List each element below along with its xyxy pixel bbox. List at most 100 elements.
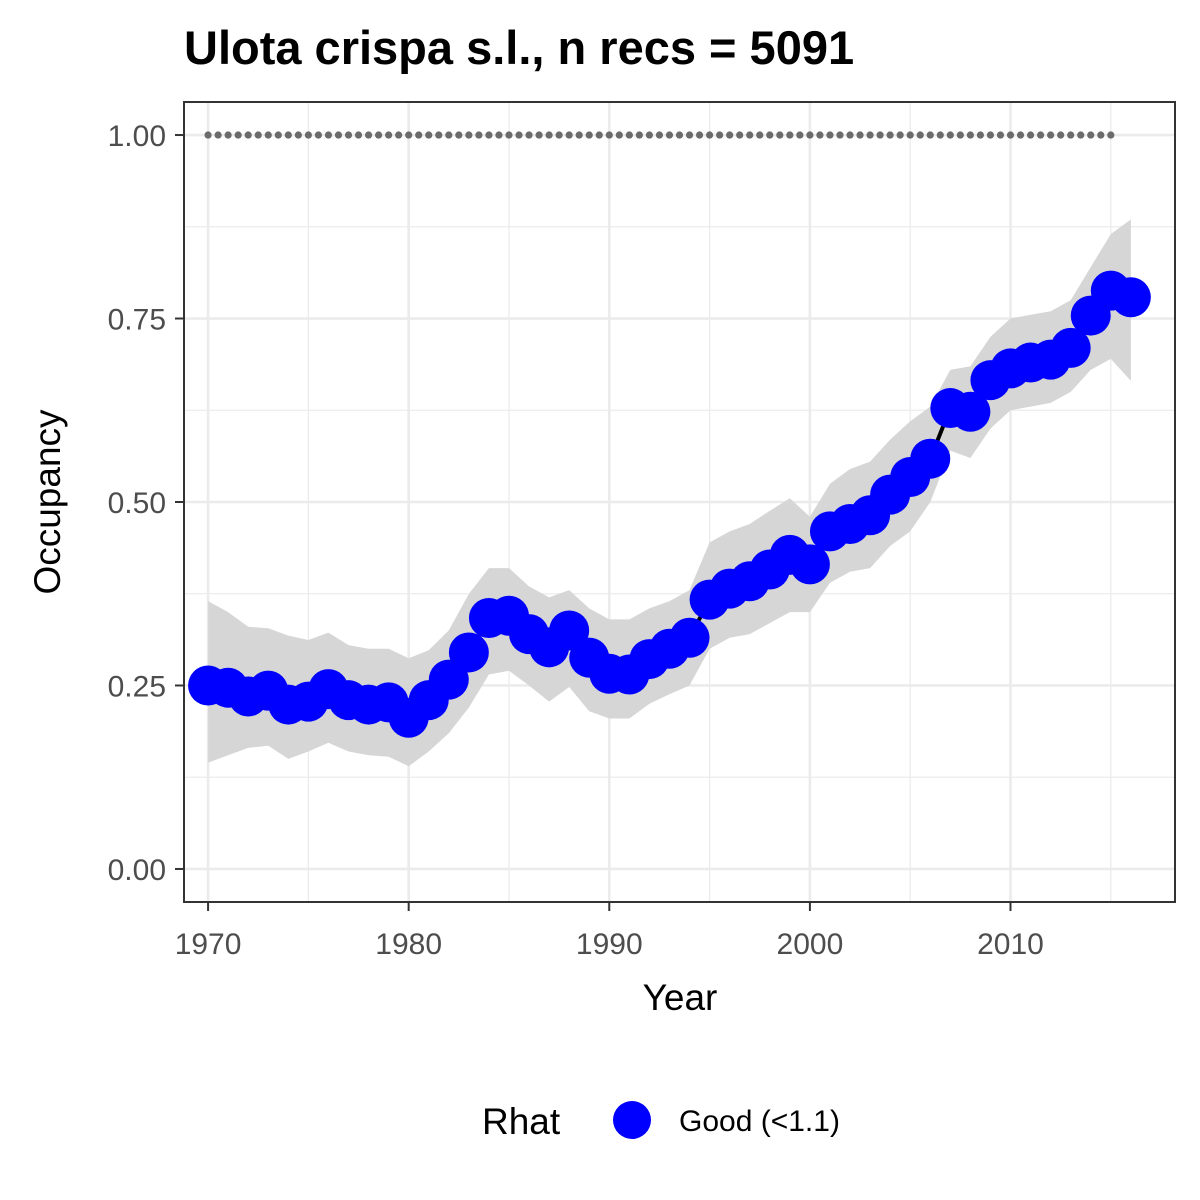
reference-dot <box>224 131 232 139</box>
reference-dot <box>324 131 333 139</box>
reference-dot <box>685 131 694 139</box>
data-point <box>448 632 489 673</box>
reference-dot <box>575 131 583 139</box>
reference-dot <box>495 131 503 139</box>
reference-dot <box>1026 131 1035 139</box>
reference-dot <box>555 131 563 139</box>
legend-label: Good (<1.1) <box>679 1105 840 1138</box>
x-tick-label: 2000 <box>777 928 844 961</box>
reference-dot <box>264 131 272 139</box>
reference-dot <box>746 131 754 139</box>
reference-dot <box>284 131 292 139</box>
reference-dot <box>254 131 262 139</box>
reference-dot <box>274 131 282 139</box>
reference-dot <box>695 131 704 139</box>
reference-dot <box>675 131 684 139</box>
reference-dot <box>585 131 593 139</box>
reference-dot <box>525 131 533 139</box>
data-point <box>1110 277 1151 318</box>
reference-dot <box>836 131 844 139</box>
reference-dot <box>976 131 985 139</box>
reference-dot <box>806 131 814 139</box>
x-tick-label: 1970 <box>175 928 242 961</box>
reference-dot <box>625 131 633 139</box>
data-point <box>910 438 951 479</box>
data-point <box>950 391 991 432</box>
reference-dot <box>886 131 894 139</box>
plot-panel <box>183 101 1176 903</box>
reference-dot <box>445 131 453 139</box>
data-points-layer <box>188 270 1151 738</box>
reference-dot <box>776 131 784 139</box>
reference-dot <box>1047 131 1055 139</box>
y-tick-label: 0.25 <box>108 670 166 703</box>
reference-dot <box>786 131 794 139</box>
reference-dot <box>535 131 543 139</box>
reference-line-layer <box>204 131 1115 139</box>
reference-dot <box>395 131 403 139</box>
reference-dot <box>956 131 964 139</box>
reference-dot <box>304 131 312 139</box>
reference-dot <box>635 131 643 139</box>
chart-title: Ulota crispa s.l., n recs = 5091 <box>184 21 854 74</box>
legend-key-point <box>613 1101 651 1139</box>
reference-dot <box>605 131 613 139</box>
reference-dot <box>204 131 212 139</box>
reference-dot <box>314 131 323 139</box>
reference-dot <box>214 131 222 139</box>
x-axis: 1970 1980 1990 2000 2010 <box>175 902 1044 961</box>
reference-dot <box>364 131 373 139</box>
reference-dot <box>1067 131 1075 139</box>
reference-dot <box>595 131 603 139</box>
reference-dot <box>1097 131 1105 139</box>
reference-dot <box>756 131 764 139</box>
x-tick-label: 1990 <box>576 928 643 961</box>
reference-dot <box>645 131 654 139</box>
reference-dot <box>465 131 473 139</box>
reference-dot <box>234 131 242 139</box>
reference-dot <box>545 131 553 139</box>
reference-dot <box>796 131 804 139</box>
legend-title: Rhat <box>482 1101 561 1142</box>
reference-dot <box>1006 131 1015 139</box>
grid-lines <box>184 102 1175 902</box>
reference-dot <box>475 131 483 139</box>
legend: Rhat Good (<1.1) <box>482 1101 840 1142</box>
reference-dot <box>374 131 383 139</box>
reference-dot <box>996 131 1005 139</box>
reference-dot <box>344 131 353 139</box>
reference-dot <box>916 131 924 139</box>
reference-dot <box>1036 131 1045 139</box>
reference-dot <box>415 131 423 139</box>
reference-dot <box>866 131 874 139</box>
reference-dot <box>425 131 433 139</box>
reference-dot <box>816 131 824 139</box>
reference-dot <box>1077 131 1085 139</box>
reference-dot <box>435 131 443 139</box>
reference-dot <box>736 131 744 139</box>
reference-dot <box>485 131 493 139</box>
reference-dot <box>856 131 864 139</box>
y-axis: 0.00 0.25 0.50 0.75 1.00 <box>108 120 184 887</box>
reference-dot <box>936 131 944 139</box>
y-tick-label: 0.00 <box>108 854 166 887</box>
reference-dot <box>505 131 513 139</box>
reference-dot <box>896 131 904 139</box>
reference-dot <box>986 131 995 139</box>
x-tick-label: 2010 <box>977 928 1044 961</box>
reference-dot <box>354 131 363 139</box>
data-point <box>789 544 830 585</box>
reference-dot <box>334 131 343 139</box>
reference-dot <box>946 131 954 139</box>
reference-dot <box>1016 131 1025 139</box>
reference-dot <box>705 131 714 139</box>
reference-dot <box>1087 131 1095 139</box>
x-tick-label: 1980 <box>375 928 442 961</box>
reference-dot <box>665 131 674 139</box>
reference-dot <box>385 131 393 139</box>
reference-dot <box>826 131 834 139</box>
reference-dot <box>655 131 664 139</box>
reference-dot <box>966 131 974 139</box>
reference-dot <box>455 131 463 139</box>
